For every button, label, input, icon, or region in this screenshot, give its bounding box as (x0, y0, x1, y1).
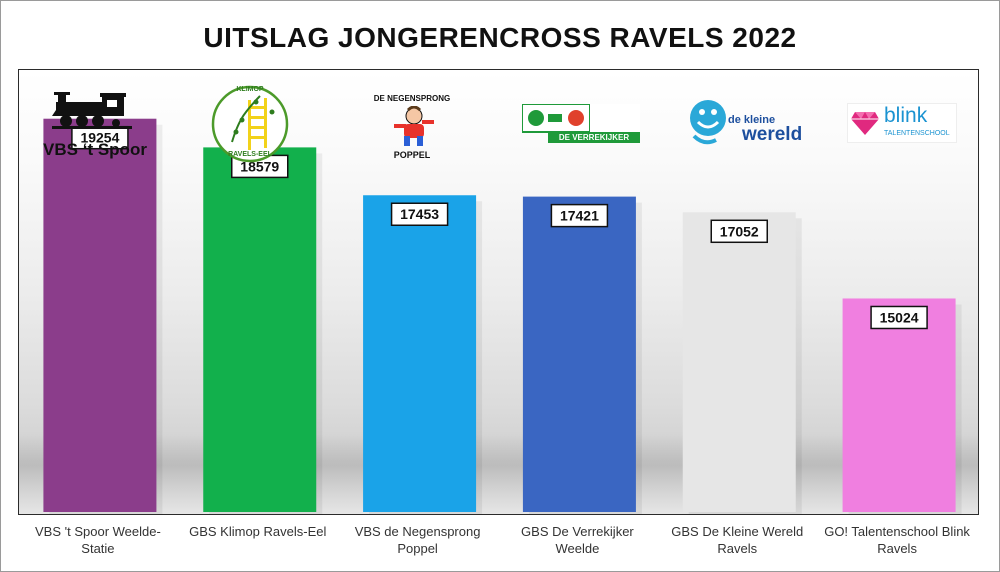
kleine-wereld-big-text: wereld (742, 124, 803, 145)
diamond-icon (851, 112, 879, 135)
data-label-box (710, 219, 768, 244)
blink-logo-word: blink (884, 104, 928, 127)
train-logo (52, 92, 132, 129)
floor-shadow (19, 434, 978, 514)
x-tick-label: GO! Talentenschool Blink Ravels (824, 524, 970, 556)
data-label: 17052 (720, 223, 759, 239)
bar (682, 212, 796, 513)
bar (203, 147, 317, 512)
x-tick-label: VBS 't Spoor Weelde-Statie (35, 524, 161, 556)
negensprong-logo-bottom-text: POPPEL (393, 150, 431, 160)
data-label: 15024 (880, 309, 919, 325)
klimop-logo-bottom-text: RAVELS-EEL (228, 151, 272, 158)
spoor-logo-caption: VBS ‘t Spoor (43, 140, 147, 159)
x-tick-label: GBS De Kleine Wereld Ravels (671, 524, 804, 556)
data-label: 17453 (400, 206, 439, 222)
x-tick-label: GBS Klimop Ravels-Eel (189, 524, 327, 539)
bar (363, 195, 477, 512)
klimop-logo-top-text: KLIMOP (236, 86, 264, 93)
bar (842, 298, 956, 512)
data-label: 17421 (560, 208, 599, 224)
klimop-logo (211, 85, 289, 163)
kleine-wereld-small-text: de kleine (728, 114, 776, 126)
x-tick-label: GBS De Verrekijker Weelde (521, 524, 634, 556)
verrekijker-logo (522, 104, 640, 143)
blink-logo-box (847, 103, 957, 143)
bar (43, 118, 157, 512)
blink-logo-subtext: TALENTENSCHOOL (884, 130, 950, 137)
bar-chart: 19254 18579 17453 17421 17052 15024 (43, 118, 962, 514)
data-label-box (550, 203, 609, 228)
kleine-wereld-logo (690, 100, 726, 145)
data-label: 18579 (240, 158, 279, 174)
x-tick-label: VBS de Negensprong Poppel (354, 524, 481, 556)
data-label: 19254 (80, 130, 119, 146)
data-label-box (870, 305, 928, 330)
data-label-box (390, 202, 449, 226)
negensprong-logo-top-text: DE NEGENSPRONG (373, 94, 451, 103)
chart-title: UITSLAG JONGERENCROSS RAVELS 2022 (203, 22, 797, 53)
plot-area: 19254 18579 17453 17421 17052 15024 (18, 69, 979, 515)
verrekijker-logo-text: DE VERREKIJKER (558, 133, 630, 142)
bar (522, 196, 636, 513)
negensprong-logo (394, 106, 434, 146)
